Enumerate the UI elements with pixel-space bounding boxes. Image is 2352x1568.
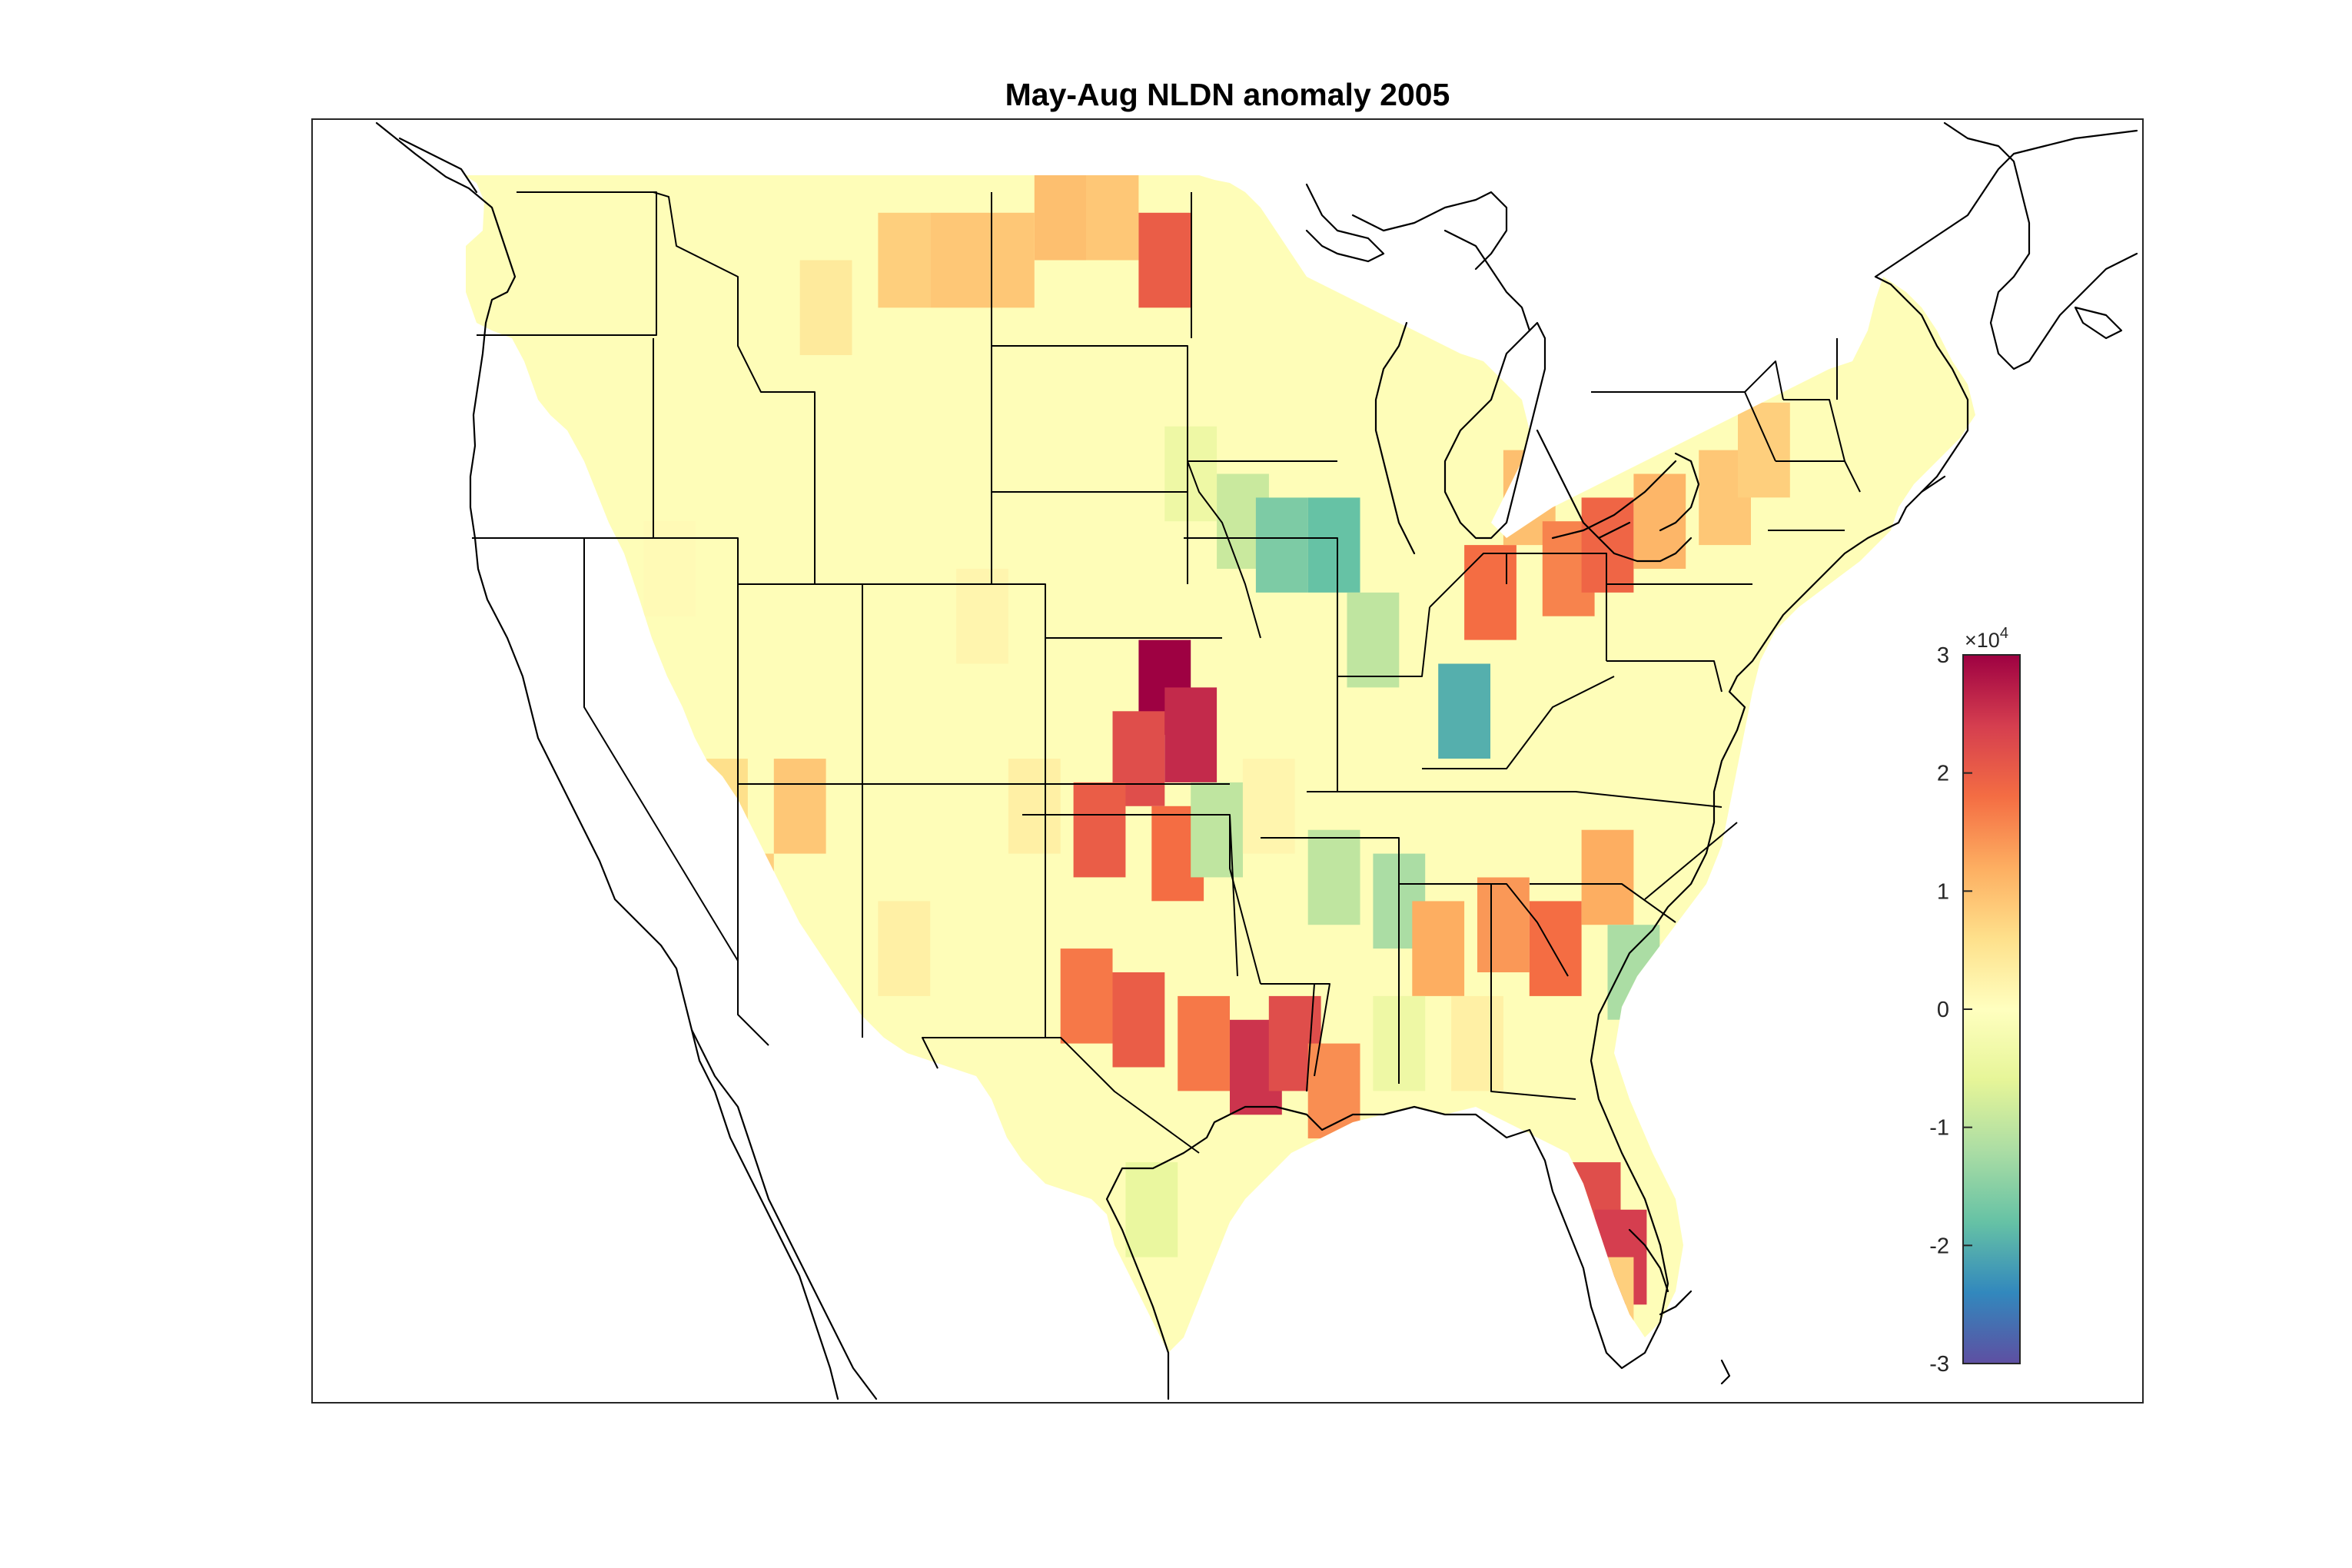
colorbar-tick-label: -2	[1929, 1234, 1949, 1258]
heatmap-cell	[643, 521, 696, 616]
colorbar	[1962, 654, 2021, 1364]
heatmap-cell	[1242, 759, 1295, 854]
heatmap-cell	[1451, 995, 1503, 1091]
heatmap-cell	[1112, 972, 1165, 1068]
colorbar-tick-label: 1	[1937, 879, 1949, 904]
heatmap-cell	[1581, 829, 1634, 925]
heatmap-cell	[930, 212, 982, 308]
heatmap-cell	[1138, 212, 1191, 308]
heatmap-cell	[956, 569, 1008, 664]
heatmap-cell	[1464, 545, 1517, 640]
colorbar-tick-label: 0	[1937, 998, 1949, 1022]
heatmap-cell	[1178, 995, 1230, 1091]
state-borders	[472, 191, 1861, 1154]
heatmap-cell	[982, 212, 1035, 308]
heatmap-cell	[799, 260, 852, 355]
heatmap-cell	[1307, 497, 1360, 593]
heatmap-cell	[1529, 901, 1582, 996]
heatmap-cell	[1738, 402, 1790, 498]
colorbar-tick-label: 3	[1937, 643, 1949, 668]
heatmap-cell	[773, 759, 826, 854]
colorbar-ticks: 3 2 1 0 -1 -2 -3	[1929, 643, 1972, 1377]
heatmap-cell	[1164, 426, 1218, 522]
coastlines	[375, 121, 2138, 1400]
heatmap-cell	[1086, 175, 1139, 261]
heatmap-cell	[1164, 687, 1218, 782]
colorbar-tick-label: -3	[1929, 1352, 1949, 1377]
heatmap-cell	[1073, 782, 1126, 878]
heatmap-cell	[1581, 497, 1634, 593]
heatmap-cell	[1191, 782, 1243, 878]
heatmap-cell	[878, 212, 931, 308]
heatmap-cell	[1412, 901, 1465, 996]
chart-title: May-Aug NLDN anomaly 2005	[1005, 77, 1450, 112]
heatmap-cell	[1125, 1162, 1178, 1257]
heatmap-cell	[1060, 948, 1113, 1044]
colorbar-exponent: ×104	[1965, 625, 2008, 652]
heatmap-cell	[1477, 877, 1530, 972]
heatmap-cell	[878, 901, 931, 996]
heatmap-cell	[1307, 829, 1360, 925]
heatmap-cell	[1347, 592, 1400, 688]
heatmap-cell	[1255, 497, 1308, 593]
colorbar-tick-label: 2	[1937, 762, 1949, 786]
heatmap-cell	[1008, 759, 1061, 854]
heatmap-cell	[1034, 175, 1087, 261]
heatmap-cell	[1438, 663, 1490, 759]
colorbar-tick-label: -1	[1929, 1116, 1949, 1141]
